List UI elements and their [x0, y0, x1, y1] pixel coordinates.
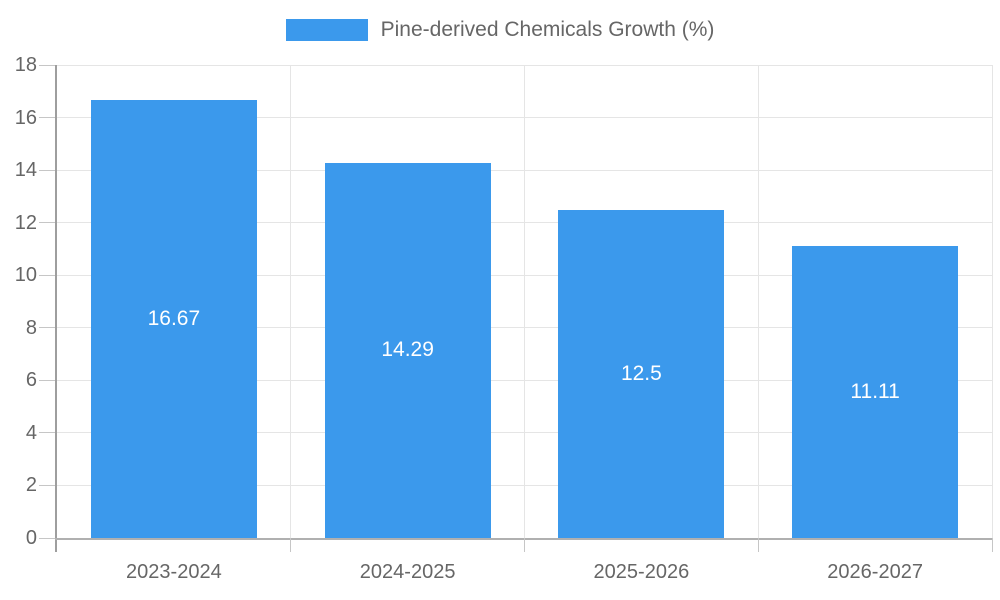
chart-legend: Pine-derived Chemicals Growth (%) [0, 18, 1000, 42]
bar [792, 246, 959, 538]
x-tick [290, 538, 292, 552]
plot-area: 0 2 4 6 8 10 12 14 16 18 16.67 2023-2024 14.29 2024-2… [15, 55, 993, 582]
x-tick [524, 538, 525, 552]
y-tick [39, 117, 55, 119]
y-tick [39, 169, 55, 171]
x-axis-line [55, 538, 992, 540]
y-tick [39, 432, 55, 434]
legend-swatch [285, 19, 368, 41]
bar-value-label: 11.11 [850, 380, 900, 404]
bar-value-label: 14.29 [381, 338, 434, 362]
bar-value-label: 12.5 [620, 361, 662, 385]
x-tick-label: 2026-2027 [827, 561, 923, 583]
x-tick [991, 538, 993, 552]
y-tick [39, 64, 55, 66]
y-tick-label: 2 [25, 474, 37, 497]
x-gridline [757, 65, 759, 538]
x-tick-label: 2023-2024 [126, 561, 222, 583]
legend-label: Pine-derived Chemicals Growth (%) [380, 18, 715, 41]
y-tick [39, 274, 55, 276]
x-tick [757, 538, 759, 552]
y-tick [39, 327, 55, 329]
y-tick-label: 4 [25, 421, 37, 444]
bar [558, 209, 725, 538]
y-tick-label: 8 [25, 316, 37, 339]
y-tick [39, 484, 55, 486]
x-gridline [290, 65, 292, 538]
x-tick-label: 2025-2026 [593, 561, 690, 583]
bar [324, 162, 491, 538]
y-tick [39, 537, 55, 539]
y-tick-label: 14 [14, 159, 37, 182]
y-tick-label: 12 [14, 211, 37, 234]
y-tick-label: 0 [25, 527, 37, 549]
x-gridline [991, 65, 993, 538]
y-tick-label: 6 [25, 369, 37, 392]
bar [90, 99, 257, 538]
y-tick [39, 379, 55, 381]
x-gridline [524, 65, 525, 538]
y-axis-line [55, 65, 57, 552]
y-tick-label: 10 [14, 264, 37, 287]
bar-value-label: 16.67 [147, 306, 201, 330]
y-tick-label: 16 [14, 106, 37, 129]
x-tick-label: 2024-2025 [359, 561, 456, 583]
y-tick-label: 18 [14, 54, 37, 76]
y-tick [39, 222, 55, 224]
